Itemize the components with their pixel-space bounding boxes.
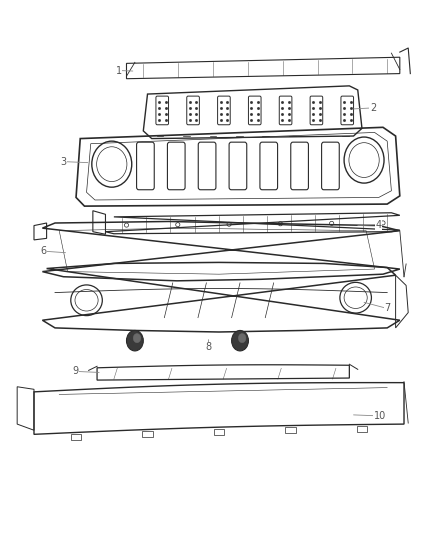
Text: 1: 1 bbox=[116, 66, 122, 76]
Ellipse shape bbox=[133, 334, 141, 343]
Ellipse shape bbox=[238, 334, 246, 343]
Ellipse shape bbox=[232, 330, 248, 351]
Text: 3: 3 bbox=[60, 157, 67, 167]
Text: 6: 6 bbox=[40, 246, 46, 256]
Ellipse shape bbox=[127, 330, 143, 351]
Text: 10: 10 bbox=[374, 411, 386, 421]
Text: 4: 4 bbox=[376, 220, 382, 230]
Text: 9: 9 bbox=[72, 366, 78, 376]
Text: 2: 2 bbox=[370, 103, 376, 113]
Text: 7: 7 bbox=[384, 303, 390, 313]
Text: 8: 8 bbox=[205, 342, 212, 352]
